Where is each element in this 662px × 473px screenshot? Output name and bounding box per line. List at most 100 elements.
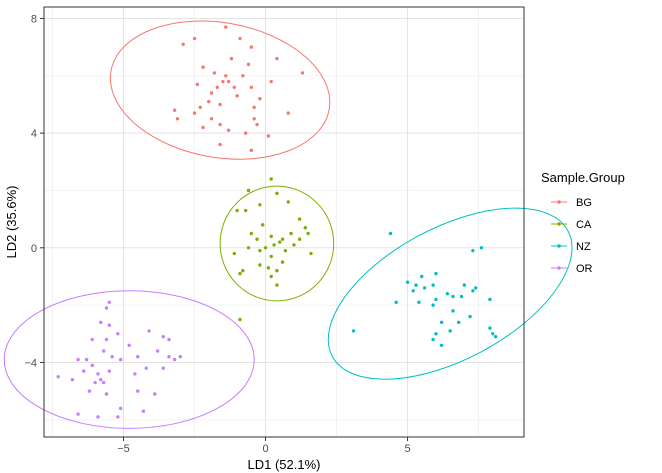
- axis-ticks: −5 0 5 −4 0 4 8: [24, 13, 410, 455]
- point-or: [116, 415, 120, 419]
- point-ca: [241, 269, 245, 273]
- point-or: [107, 369, 112, 373]
- point-ca: [266, 266, 271, 270]
- point-bg: [241, 74, 245, 78]
- point-bg: [192, 111, 197, 115]
- legend: Sample.Group BG CA NZ OR: [541, 170, 625, 275]
- point-nz: [451, 294, 455, 299]
- point-or: [127, 343, 131, 347]
- point-nz: [434, 271, 438, 276]
- point-bg: [232, 85, 236, 89]
- legend-title: Sample.Group: [541, 170, 625, 185]
- x-axis-title: LD1 (52.1%): [248, 457, 321, 472]
- point-nz: [456, 320, 461, 325]
- point-bg: [209, 91, 214, 95]
- point-bg: [218, 102, 222, 107]
- point-or: [161, 334, 165, 339]
- point-bg: [258, 97, 262, 101]
- point-bg: [243, 131, 248, 135]
- point-ca: [249, 231, 254, 236]
- point-ca: [309, 251, 313, 256]
- point-bg: [201, 125, 205, 130]
- point-bg: [269, 79, 273, 84]
- point-ca: [263, 246, 268, 250]
- point-nz: [448, 329, 452, 333]
- point-nz: [431, 283, 435, 287]
- point-bg: [300, 71, 305, 75]
- plot-panel-border: [43, 6, 525, 438]
- plot-panel: [43, 6, 525, 438]
- point-ca: [272, 243, 276, 247]
- point-ca: [258, 263, 262, 267]
- point-nz: [394, 300, 398, 304]
- point-nz: [445, 291, 450, 296]
- point-ca: [238, 317, 242, 322]
- point-nz: [414, 283, 418, 287]
- point-nz: [422, 286, 427, 290]
- point-or: [99, 320, 103, 325]
- y-tick-label: −4: [24, 357, 37, 369]
- legend-label-bg: BG: [576, 197, 592, 209]
- point-ca: [275, 283, 279, 287]
- legend-key-point-ca: [557, 222, 561, 226]
- point-bg: [235, 94, 239, 98]
- ellipse-bg: [109, 20, 331, 160]
- point-ca: [243, 208, 248, 213]
- point-nz: [351, 329, 356, 333]
- point-bg: [175, 117, 180, 121]
- point-or: [99, 377, 103, 382]
- point-or: [93, 380, 97, 385]
- point-or: [155, 349, 160, 353]
- point-ca: [238, 271, 242, 276]
- point-nz: [471, 248, 475, 253]
- legend-key-point-nz: [557, 244, 561, 248]
- point-bg: [224, 25, 228, 29]
- x-tick-label: 0: [262, 443, 268, 455]
- point-ca: [269, 274, 273, 279]
- point-bg: [255, 122, 259, 127]
- point-or: [133, 372, 137, 376]
- point-bg: [226, 128, 231, 132]
- point-or: [101, 380, 106, 385]
- ellipse-nz: [327, 207, 573, 380]
- point-or: [104, 306, 109, 310]
- legend-items: BG CA NZ OR: [551, 197, 593, 275]
- point-or: [144, 366, 148, 370]
- point-bg: [286, 111, 290, 115]
- point-nz: [417, 300, 421, 304]
- point-nz: [488, 326, 492, 330]
- legend-label-nz: NZ: [576, 241, 591, 253]
- point-bg: [218, 122, 222, 127]
- point-bg: [266, 134, 271, 138]
- point-ca: [269, 254, 273, 259]
- point-ca: [289, 231, 293, 236]
- point-or: [90, 363, 94, 368]
- point-nz: [459, 294, 464, 299]
- point-bg: [192, 36, 197, 41]
- point-nz: [451, 309, 455, 313]
- point-ca: [258, 203, 262, 207]
- point-or: [118, 406, 123, 411]
- point-ca: [292, 243, 296, 247]
- point-or: [104, 392, 109, 396]
- point-nz: [479, 246, 484, 250]
- point-ca: [286, 200, 290, 204]
- point-nz: [405, 280, 410, 284]
- point-or: [107, 323, 112, 327]
- point-bg: [212, 71, 217, 75]
- legend-key-point-or: [557, 266, 561, 270]
- point-bg: [238, 36, 242, 41]
- point-or: [76, 412, 80, 416]
- ellipse-ca: [219, 185, 335, 302]
- point-or: [70, 377, 75, 382]
- point-or: [136, 355, 140, 359]
- point-bg: [229, 56, 234, 61]
- point-nz: [468, 314, 472, 319]
- legend-key-point-bg: [557, 200, 561, 204]
- point-bg: [207, 99, 211, 104]
- data-points: [56, 25, 498, 419]
- point-or: [161, 366, 165, 370]
- point-nz: [471, 289, 475, 293]
- point-bg: [275, 56, 279, 61]
